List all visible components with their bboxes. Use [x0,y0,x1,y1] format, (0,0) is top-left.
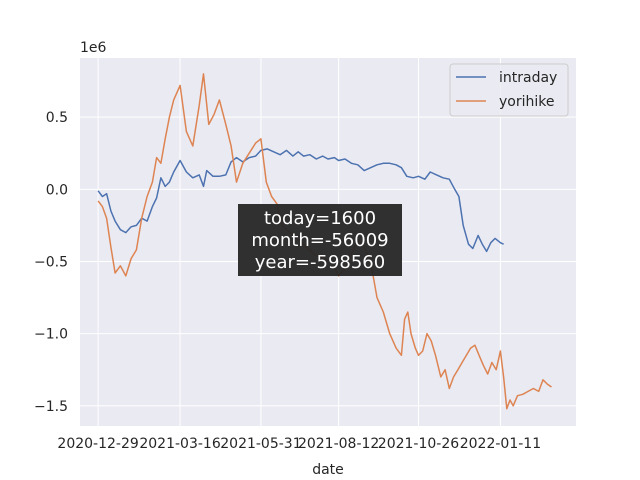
annotation-year: year=-598560 [255,252,385,273]
x-tick-label: 2021-08-12 [298,436,379,452]
x-axis-label: date [312,462,344,478]
legend: intraday yorihike [449,63,569,117]
x-tick-label: 2022-01-11 [460,436,541,452]
x-tick-label: 2021-03-16 [139,436,220,452]
y-tick-label: 0.0 [46,182,68,198]
x-tick-label: 2021-10-26 [378,436,459,452]
annotation-box: today=1600 month=-56009 year=-598560 [238,204,402,276]
y-tick-label: 0.5 [46,110,68,126]
y-multiplier-label: 1e6 [80,40,107,56]
legend-label-yorihike: yorihike [499,94,554,110]
annotation-background [238,204,402,276]
annotation-month: month=-56009 [251,230,388,251]
y-tick-label: −1.5 [34,399,68,415]
legend-label-intraday: intraday [499,70,557,86]
annotation-today: today=1600 [264,208,376,229]
x-tick-label: 2020-12-29 [57,436,138,452]
x-tick-label: 2021-05-31 [220,436,301,452]
y-tick-label: −0.5 [34,254,68,270]
y-tick-label: −1.0 [34,327,68,343]
series-line-intraday [97,148,504,253]
